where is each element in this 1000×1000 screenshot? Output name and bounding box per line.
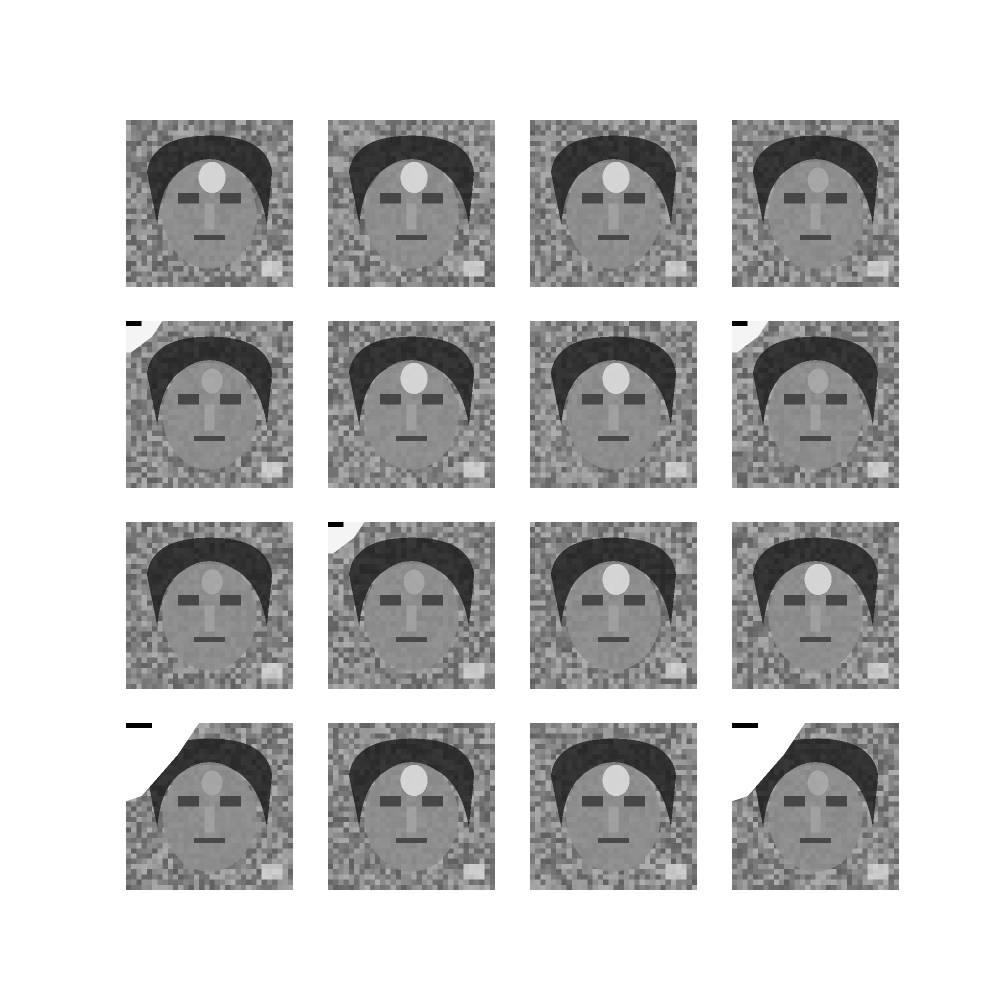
- face-sample-tile: [530, 723, 697, 890]
- face-sample-image: [732, 522, 899, 689]
- sample-grid: [126, 120, 900, 890]
- face-sample-image: [126, 522, 293, 689]
- face-sample-tile: [126, 321, 293, 488]
- face-sample-tile: [732, 522, 899, 689]
- face-sample-tile: [328, 321, 495, 488]
- face-sample-tile: [530, 321, 697, 488]
- face-sample-tile: [530, 120, 697, 287]
- face-sample-tile: [328, 522, 495, 689]
- face-sample-tile: [732, 723, 899, 890]
- face-sample-tile: [530, 522, 697, 689]
- face-sample-tile: [732, 120, 899, 287]
- face-sample-tile: [732, 321, 899, 488]
- face-sample-image: [328, 522, 495, 689]
- face-sample-image: [530, 522, 697, 689]
- face-sample-tile: [126, 723, 293, 890]
- face-sample-tile: [328, 723, 495, 890]
- face-sample-image: [530, 321, 697, 488]
- face-sample-image: [126, 120, 293, 287]
- face-sample-tile: [126, 522, 293, 689]
- face-sample-image: [732, 723, 899, 890]
- face-sample-image: [328, 120, 495, 287]
- face-sample-image: [328, 723, 495, 890]
- face-sample-tile: [328, 120, 495, 287]
- face-sample-image: [732, 321, 899, 488]
- face-sample-image: [530, 120, 697, 287]
- face-sample-image: [126, 723, 293, 890]
- face-sample-image: [732, 120, 899, 287]
- face-sample-image: [328, 321, 495, 488]
- face-sample-image: [126, 321, 293, 488]
- face-sample-tile: [126, 120, 293, 287]
- face-sample-image: [530, 723, 697, 890]
